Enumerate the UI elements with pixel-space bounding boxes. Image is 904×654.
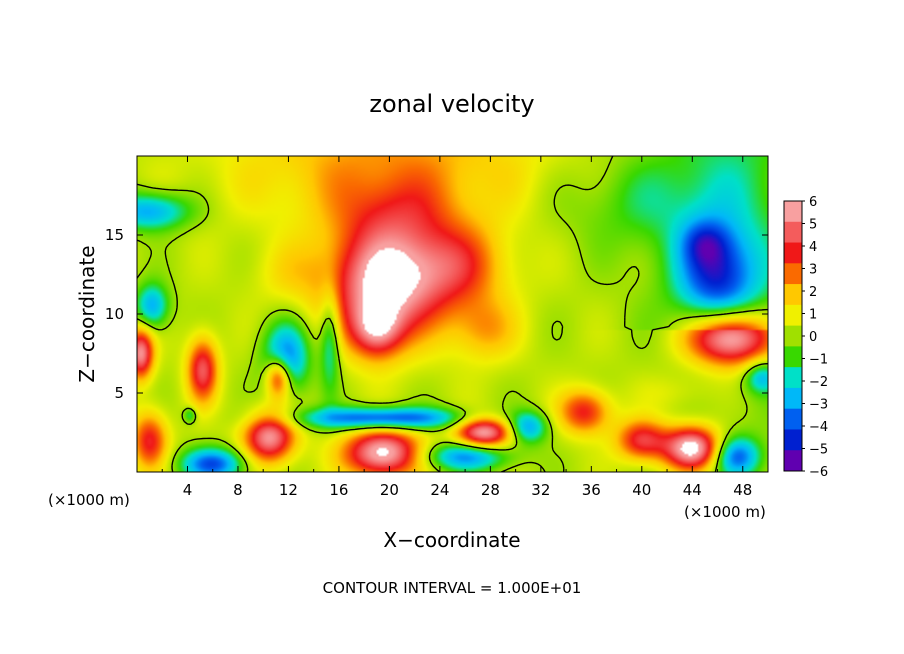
x-tick-label: 32	[531, 481, 550, 499]
colorbar: 6 5 4 3 2 1 0 −1 −2 −3 −4 −5 −6	[783, 195, 828, 480]
y-axis: 5 10 15	[105, 226, 768, 402]
colorbar-tick-label: −3	[809, 398, 828, 413]
x-tick-label: 48	[733, 481, 752, 499]
x-tick-label: 40	[632, 481, 651, 499]
x-unit-right: (×1000 m)	[684, 503, 766, 521]
colorbar-swatch	[784, 450, 802, 472]
x-axis: 4 8 12 16 20 24 28 32 36 40 44 48	[161, 156, 752, 499]
x-tick-label: 36	[582, 481, 601, 499]
x-tick-label: 12	[279, 481, 298, 499]
colorbar-tick-label: 6	[809, 195, 817, 210]
contour-interval-footer: CONTOUR INTERVAL = 1.000E+01	[323, 579, 582, 597]
colorbar-swatch	[784, 325, 802, 347]
colorbar-tick-label: −4	[809, 420, 828, 435]
colorbar-swatch	[784, 408, 802, 430]
colorbar-tick-label: 4	[809, 240, 817, 255]
y-tick-label: 15	[105, 226, 124, 244]
chart-title: zonal velocity	[369, 90, 534, 118]
x-tick-label: 24	[430, 481, 449, 499]
colorbar-swatch	[784, 387, 802, 410]
colorbar-tick-label: 3	[809, 263, 817, 278]
contour-zero	[137, 156, 768, 472]
colorbar-swatch	[784, 304, 802, 327]
x-tick-label: 4	[183, 481, 193, 499]
y-axis-label: Z−coordinate	[75, 245, 99, 382]
colorbar-tick-label: 0	[809, 330, 817, 345]
colorbar-tick-label: −2	[809, 375, 828, 390]
colorbar-swatch	[784, 201, 802, 223]
x-unit-left: (×1000 m)	[48, 491, 130, 509]
colorbar-swatch	[784, 221, 802, 244]
contour-lines	[137, 156, 768, 472]
colorbar-swatch	[784, 367, 802, 389]
colorbar-swatch	[784, 284, 802, 306]
x-tick-label: 20	[380, 481, 399, 499]
x-tick-label: 8	[233, 481, 243, 499]
x-tick-label: 16	[329, 481, 348, 499]
colorbar-tick-label: −5	[809, 443, 828, 458]
colorbar-tick-label: 2	[809, 285, 817, 300]
colorbar-tick-label: −1	[809, 353, 828, 368]
x-tick-label: 44	[683, 481, 702, 499]
colorbar-tick-label: 5	[809, 218, 817, 233]
y-tick-label: 5	[114, 384, 124, 402]
colorbar-tick-label: −6	[809, 465, 828, 480]
y-tick-label: 10	[105, 305, 124, 323]
heatmap-field	[137, 156, 768, 472]
x-axis-label: X−coordinate	[383, 528, 520, 552]
colorbar-swatch	[784, 263, 802, 285]
colorbar-tick-label: 1	[809, 308, 817, 323]
x-tick-label: 28	[481, 481, 500, 499]
colorbar-swatch	[784, 429, 802, 451]
colorbar-swatch	[784, 346, 802, 368]
colorbar-swatch	[784, 242, 802, 264]
